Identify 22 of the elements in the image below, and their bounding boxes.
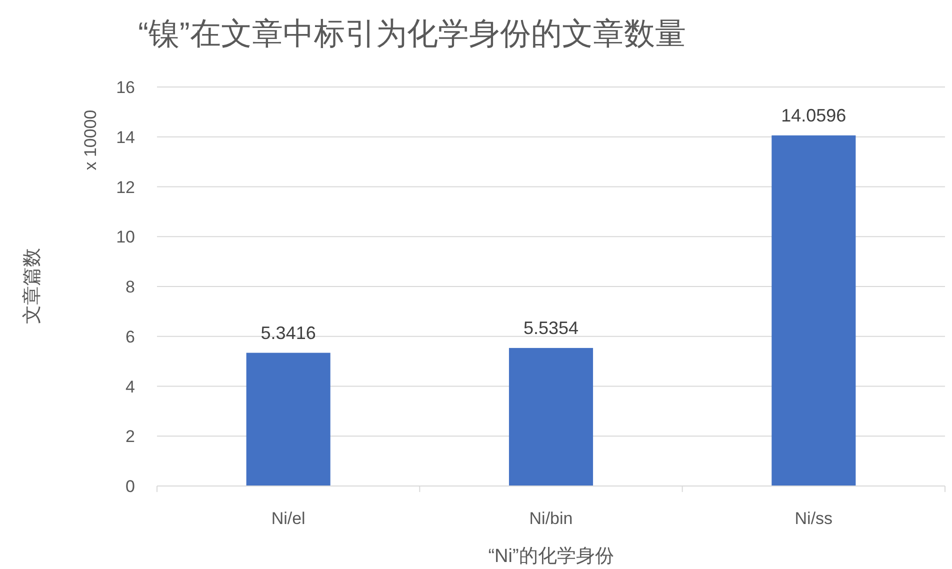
y-tick-label: 8 [126, 278, 135, 296]
x-tick-label: Ni/el [271, 509, 306, 528]
x-axis-title: “Ni”的化学身份 [488, 546, 614, 567]
text: x 10000 [81, 110, 100, 170]
y-tick-label: 16 [116, 78, 135, 97]
bar [246, 352, 330, 486]
y-tick-label: 6 [126, 327, 135, 346]
y-tick-label: 0 [126, 477, 135, 496]
data-label: 14.0596 [781, 105, 846, 126]
chart-title: “镍”在文章中标引为化学身份的文章数量 [138, 16, 686, 51]
y-tick-label: 14 [116, 128, 135, 147]
x-tick-label: Ni/bin [529, 509, 573, 528]
y-tick-label: 12 [116, 178, 135, 197]
y-tick-label: 4 [126, 377, 135, 396]
data-label: 5.3416 [260, 322, 316, 343]
data-label: 5.5354 [523, 318, 579, 338]
y-tick-label: 10 [116, 228, 135, 247]
y-tick-label: 2 [126, 427, 135, 446]
bar [508, 348, 594, 486]
bar [772, 135, 856, 486]
y-axis-title: 文章篇数 [21, 248, 43, 324]
x-tick-label: Ni/ss [794, 509, 833, 528]
